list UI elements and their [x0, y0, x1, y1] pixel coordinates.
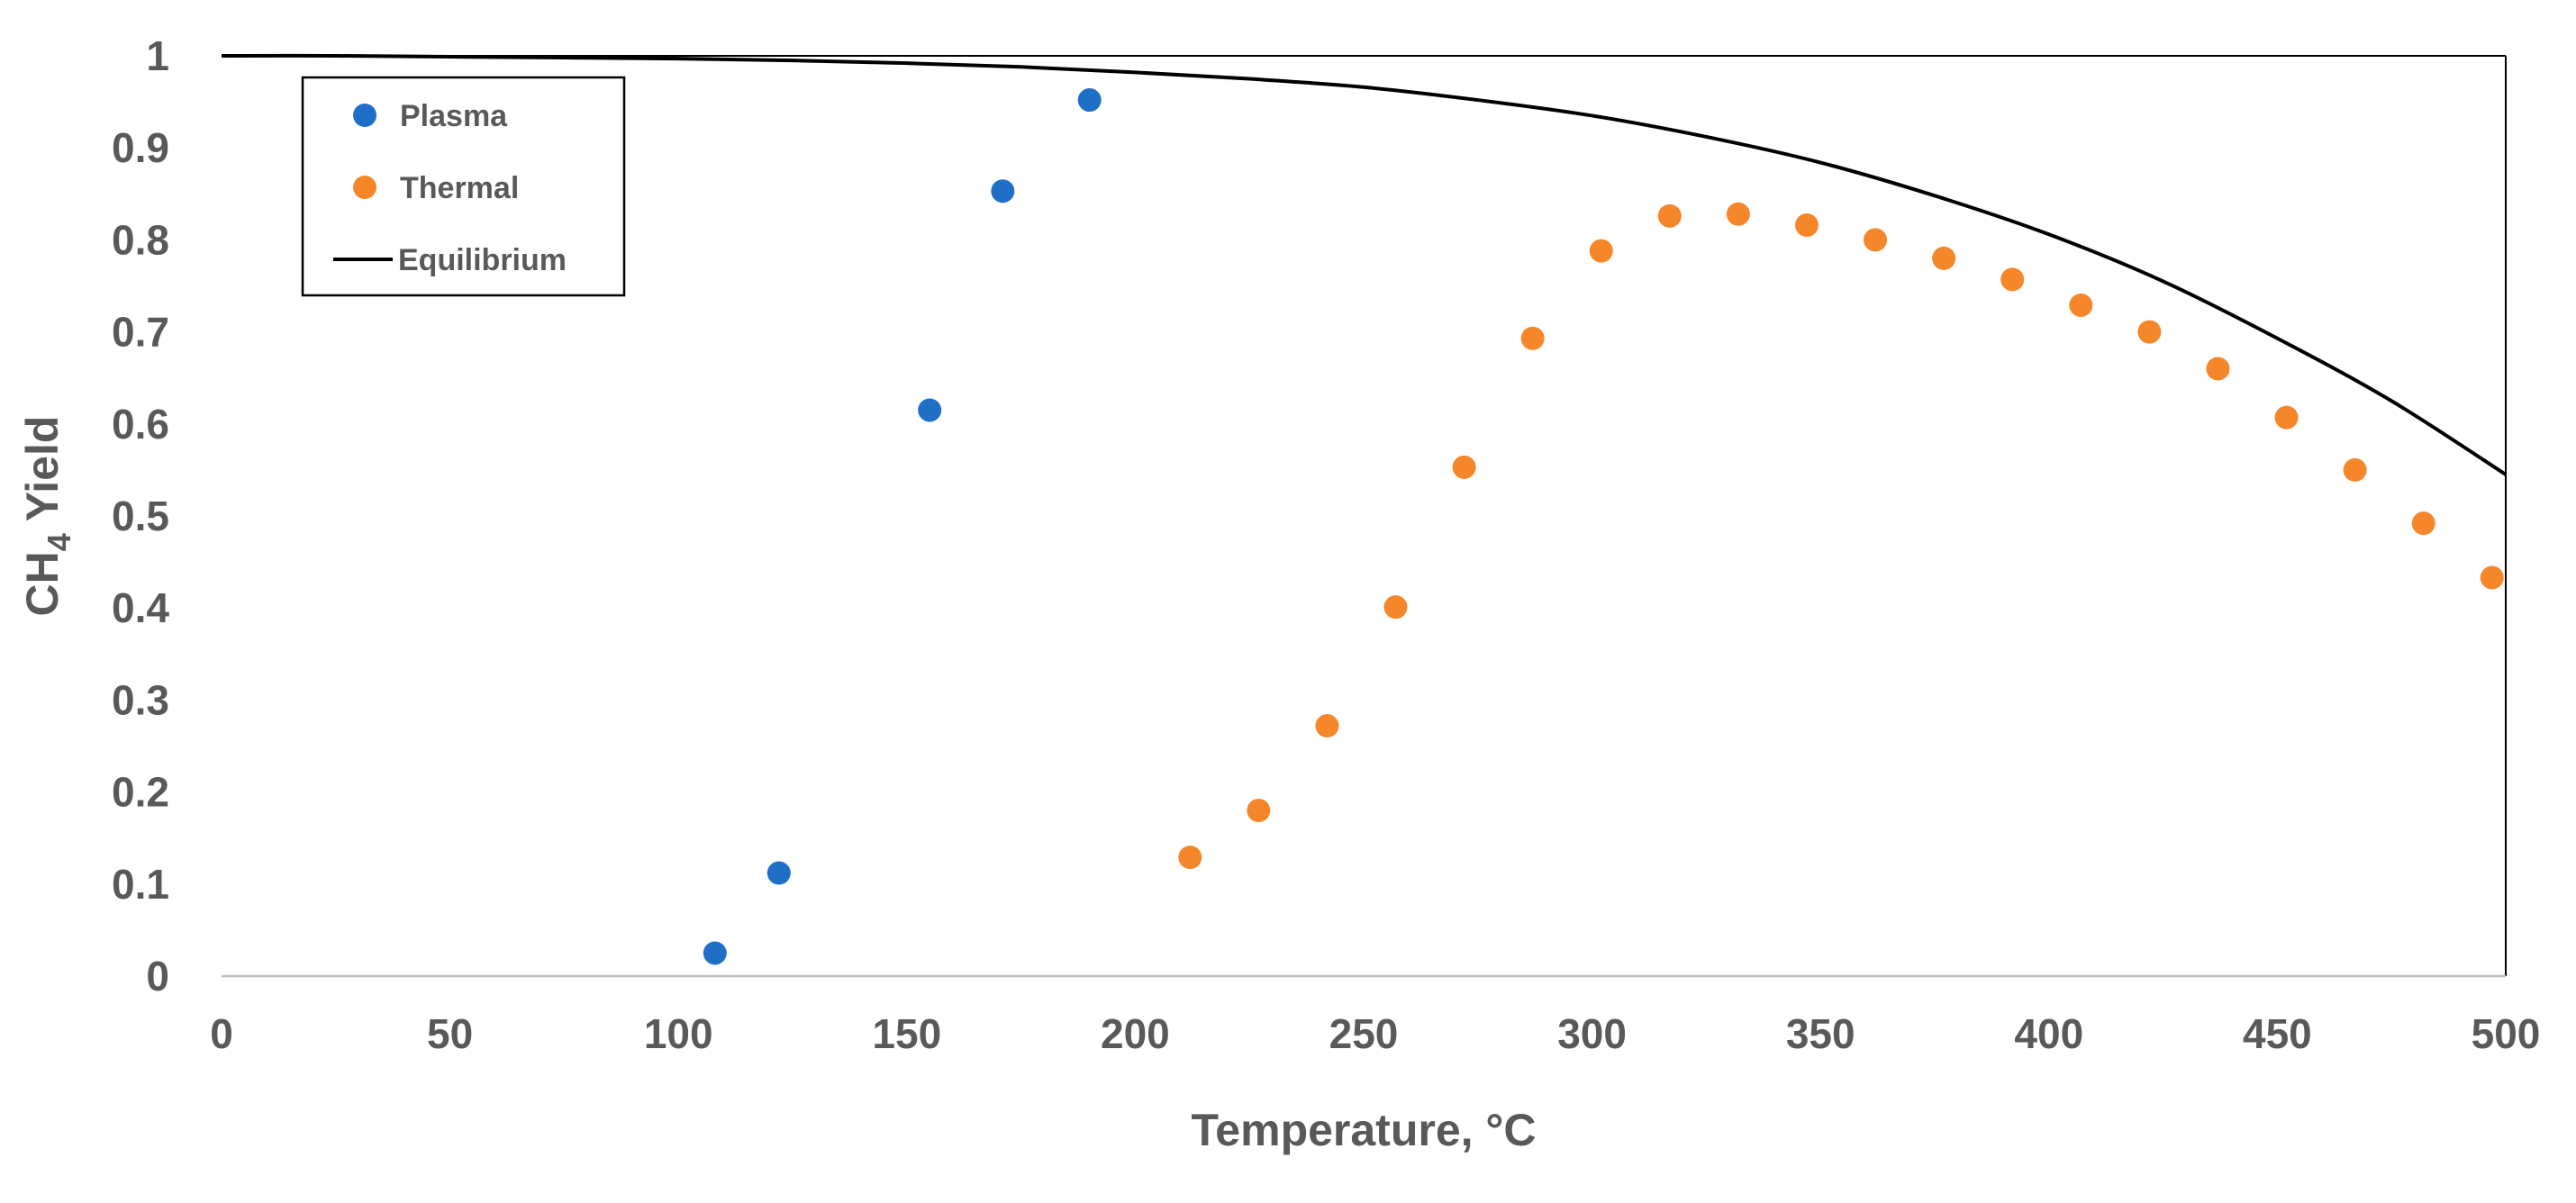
thermal-point [2411, 511, 2435, 536]
legend-item-thermal: Thermal [353, 171, 519, 205]
thermal-point [1864, 228, 1888, 252]
plasma-point [766, 861, 791, 885]
series-equilibrium [221, 53, 2508, 476]
y-axis-title: CH4 Yield [17, 416, 77, 617]
legend-label: Plasma [400, 99, 508, 133]
x-tick-label: 150 [872, 1010, 941, 1057]
legend-marker-swatch [353, 176, 376, 199]
y-axis-ticks: 0 0.1 0.2 0.3 0.4 0.5 0.6 0.7 0.8 0.9 1 [112, 32, 169, 999]
legend: Plasma Thermal Equilibrium [301, 76, 626, 297]
thermal-point [2480, 565, 2504, 590]
legend-label: Equilibrium [398, 243, 567, 277]
x-tick-label: 0 [210, 1010, 233, 1057]
plasma-point [1077, 88, 1102, 113]
plot-frame [222, 55, 2507, 978]
y-axis-title-subscript: 4 [41, 533, 77, 551]
y-tick-label: 0.5 [112, 493, 169, 539]
thermal-point [2206, 357, 2230, 381]
x-tick-label: 400 [2014, 1010, 2083, 1057]
x-tick-label: 50 [427, 1010, 473, 1057]
legend-item-equilibrium: Equilibrium [333, 243, 567, 277]
x-tick-label: 250 [1329, 1010, 1399, 1057]
y-tick-label: 0.8 [112, 216, 169, 263]
series-thermal [1178, 202, 2504, 870]
y-axis-title-suffix: Yield [17, 416, 68, 534]
plasma-point [918, 398, 942, 422]
plasma-point [703, 941, 727, 965]
y-tick-label: 0.3 [112, 676, 169, 723]
legend-item-plasma: Plasma [353, 99, 508, 133]
x-tick-label: 350 [1786, 1010, 1855, 1057]
thermal-point [2343, 457, 2367, 482]
series-layer [221, 53, 2508, 965]
x-axis-title: Temperature, °C [1191, 1105, 1536, 1155]
y-axis-title-prefix: CH [17, 551, 68, 616]
thermal-point [1794, 213, 1819, 238]
thermal-point [1247, 799, 1271, 823]
thermal-point [1520, 326, 1545, 350]
thermal-point [1932, 246, 1956, 270]
x-axis-ticks: 0 50 100 150 200 250 300 350 400 450 500 [210, 1010, 2540, 1057]
legend-marker-swatch [353, 104, 376, 127]
x-tick-label: 200 [1101, 1010, 1170, 1057]
thermal-point [1589, 239, 1613, 263]
series-plasma [703, 88, 1102, 965]
thermal-point [1315, 714, 1339, 738]
x-tick-label: 100 [644, 1010, 713, 1057]
y-tick-label: 0 [146, 953, 169, 999]
equilibrium-line [221, 53, 2508, 476]
y-tick-label: 0.2 [112, 769, 169, 816]
thermal-point [1383, 595, 1408, 620]
y-tick-label: 0.6 [112, 401, 169, 448]
legend-label: Thermal [400, 171, 519, 205]
thermal-point [1657, 204, 1682, 228]
y-tick-label: 0.7 [112, 309, 169, 356]
x-tick-label: 450 [2243, 1010, 2312, 1057]
thermal-point [2137, 320, 2162, 344]
thermal-point [2000, 267, 2025, 292]
thermal-point [1452, 455, 1476, 479]
x-tick-label: 500 [2472, 1010, 2541, 1057]
y-tick-label: 1 [146, 32, 169, 79]
thermal-point [2274, 405, 2299, 430]
y-tick-label: 0.4 [112, 584, 169, 631]
thermal-point [1178, 846, 1202, 870]
x-tick-label: 300 [1557, 1010, 1627, 1057]
y-tick-label: 0.1 [112, 861, 169, 908]
y-tick-label: 0.9 [112, 124, 169, 171]
thermal-point [2069, 293, 2093, 317]
plasma-point [991, 179, 1015, 204]
thermal-point [1726, 202, 1750, 226]
